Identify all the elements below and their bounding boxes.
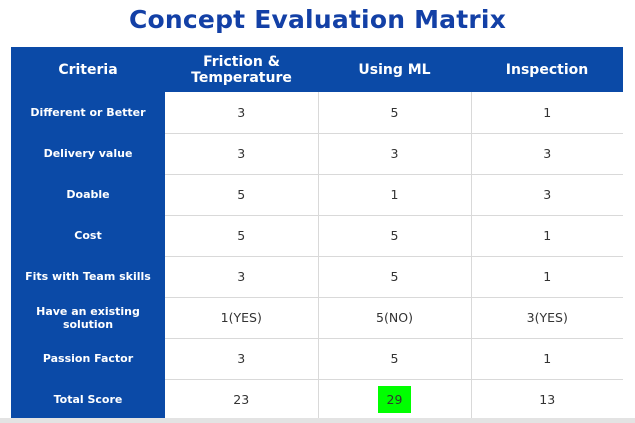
table-cell: 1 [471,256,623,298]
table-cell: 29 [318,379,472,420]
total-score-row: Total Score 23 29 13 [11,379,623,421]
page-title: Concept Evaluation Matrix [128,5,507,34]
table-cell: 1 [471,338,623,380]
row-label: Cost [11,215,165,257]
table-row: Doable 5 1 3 [11,174,623,216]
table-cell: 5 [165,215,319,257]
table-row: Delivery value 3 3 3 [11,133,623,175]
row-label: Doable [11,174,165,216]
table-row: Have an existing solution 1(YES) 5(NO) 3… [11,297,623,339]
table-cell: 1 [318,174,472,216]
table-cell: 5 [165,174,319,216]
row-label: Passion Factor [11,338,165,380]
table-cell: 5 [318,92,472,134]
row-label: Delivery value [11,133,165,175]
table-cell: 3 [471,133,623,175]
table-cell: 3 [165,256,319,298]
header-row: Criteria Friction & Temperature Using ML… [11,47,623,92]
table-cell: 5(NO) [318,297,472,339]
table-cell: 5 [318,256,472,298]
table-row: Cost 5 5 1 [11,215,623,257]
row-label: Have an existing solution [11,297,165,339]
table-cell: 1 [471,92,623,134]
table-cell: 3 [318,133,472,175]
table-cell: 3 [165,338,319,380]
table-cell: 5 [318,338,472,380]
header-criteria: Criteria [11,47,165,92]
table-cell: 3 [165,92,319,134]
row-label: Different or Better [11,92,165,134]
table-row: Fits with Team skills 3 5 1 [11,256,623,298]
table-cell: 13 [471,379,623,420]
row-label: Total Score [11,379,165,421]
table-cell: 3(YES) [471,297,623,339]
bottom-divider [0,418,635,423]
table-row: Different or Better 3 5 1 [11,92,623,134]
header-inspection: Inspection [471,47,623,92]
header-using-ml: Using ML [318,47,471,92]
evaluation-matrix-table: Criteria Friction & Temperature Using ML… [11,47,623,421]
header-friction-temperature: Friction & Temperature [165,47,318,92]
table-cell: 23 [165,379,319,420]
table-cell: 1 [471,215,623,257]
table-row: Passion Factor 3 5 1 [11,338,623,380]
highlighted-total-score: 29 [377,386,412,414]
table-cell: 3 [471,174,623,216]
row-label: Fits with Team skills [11,256,165,298]
table-cell: 5 [318,215,472,257]
table-cell: 3 [165,133,319,175]
table-cell: 1(YES) [165,297,319,339]
